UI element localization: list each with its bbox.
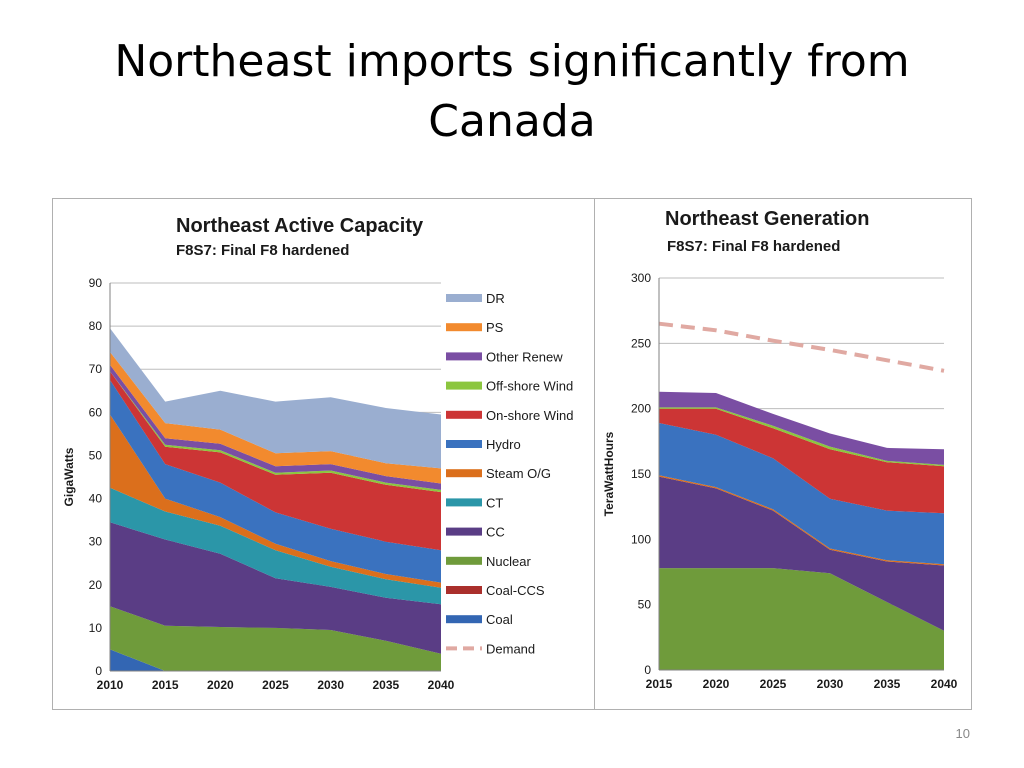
area-hydro: [110, 380, 441, 583]
series-line-demand: [658, 321, 945, 373]
y-tick-label: 90: [89, 276, 103, 290]
area-nuclear: [659, 568, 944, 670]
legend-swatch-hydro: [446, 440, 482, 448]
x-tick-label: 2040: [931, 677, 958, 691]
y-tick-label: 70: [89, 362, 103, 376]
capacity-chart: Northeast Active Capacity F8S7: Final F8 …: [62, 215, 573, 692]
x-tick-label: 2040: [428, 678, 455, 692]
area-off-shore-wind: [659, 407, 944, 467]
x-tick-label: 2030: [817, 677, 844, 691]
y-tick-label: 30: [89, 535, 103, 549]
area-on-shore-wind: [110, 371, 441, 551]
capacity-chart-panel: Northeast Active Capacity F8S7: Final F8 …: [52, 198, 595, 710]
x-tick-label: 2035: [372, 678, 399, 692]
area-cc: [659, 476, 944, 631]
y-tick-label: 250: [631, 336, 651, 350]
legend-swatch-dr: [446, 294, 482, 302]
y-tick-label: 60: [89, 405, 103, 419]
area-other-renew: [659, 391, 944, 465]
generation-chart: Northeast Generation F8S7: Final F8 harde…: [602, 208, 958, 691]
y-tick-label: 50: [638, 598, 652, 612]
generation-chart-panel: Northeast Generation F8S7: Final F8 harde…: [594, 198, 972, 710]
legend-label-coal: Coal: [486, 612, 513, 627]
legend-label-nuclear: Nuclear: [486, 554, 531, 569]
area-hydro: [659, 423, 944, 565]
x-tick-label: 2035: [874, 677, 901, 691]
area-cc: [110, 522, 441, 654]
y-tick-label: 50: [89, 448, 103, 462]
legend-swatch-steam-o-g: [446, 469, 482, 478]
chart-title: Northeast Active Capacity: [176, 215, 424, 237]
y-tick-label: 100: [631, 532, 651, 546]
legend-swatch-on-shore-wind: [446, 410, 482, 419]
area-ct: [110, 487, 441, 605]
x-tick-label: 2020: [207, 678, 234, 692]
x-tick-label: 2030: [317, 678, 344, 692]
legend-swatch-off-shore-wind: [446, 381, 482, 390]
x-tick-label: 2010: [97, 678, 124, 692]
legend-label-dr: DR: [486, 291, 505, 306]
area-nuclear: [110, 606, 441, 671]
legend-label-coal-ccs: Coal-CCS: [486, 583, 545, 598]
legend-swatch-other-renew: [446, 352, 482, 361]
y-axis-label: TeraWattHours: [602, 431, 616, 516]
legend-label-off-shore-wind: Off-shore Wind: [486, 379, 573, 394]
legend: DR PS Other Renew Off-shore Wind On-shore Wi…: [446, 291, 573, 656]
legend-swatch-coal: [446, 615, 482, 624]
y-tick-label: 200: [631, 402, 651, 416]
x-tick-label: 2020: [703, 677, 730, 691]
y-tick-label: 0: [95, 664, 102, 678]
x-tick-label: 2015: [646, 677, 673, 691]
chart-title: Northeast Generation: [665, 208, 869, 230]
y-tick-label: 0: [644, 663, 651, 677]
page-number: 10: [955, 726, 970, 741]
slide-title-line-1: Northeast imports significantly from: [114, 36, 910, 87]
legend-label-hydro: Hydro: [486, 437, 521, 452]
legend-label-other-renew: Other Renew: [486, 349, 563, 364]
y-tick-label: 150: [631, 467, 651, 481]
y-tick-label: 300: [631, 271, 651, 285]
chart-subtitle: F8S7: Final F8 hardened: [176, 242, 349, 259]
area-on-shore-wind: [659, 408, 944, 514]
legend-swatch-ps: [446, 323, 482, 332]
x-tick-label: 2015: [152, 678, 179, 692]
legend-swatch-ct: [446, 498, 482, 507]
area-ps: [110, 352, 441, 484]
area-dr: [110, 328, 441, 469]
legend-swatch-cc: [446, 527, 482, 536]
legend-label-steam-o-g: Steam O/G: [486, 466, 551, 481]
y-axis-label: GigaWatts: [62, 447, 76, 506]
y-tick-label: 10: [89, 621, 103, 635]
slide-title-line-2: Canada: [428, 96, 596, 147]
y-tick-label: 80: [89, 319, 103, 333]
legend-label-ct: CT: [486, 495, 503, 510]
y-tick-label: 20: [89, 578, 103, 592]
area-coal: [110, 649, 441, 671]
y-tick-label: 40: [89, 492, 103, 506]
chart-subtitle: F8S7: Final F8 hardened: [667, 238, 840, 255]
legend-swatch-nuclear: [446, 556, 482, 565]
x-tick-label: 2025: [760, 677, 787, 691]
slide-title: Northeast imports significantly from Can…: [40, 32, 984, 152]
x-tick-label: 2025: [262, 678, 289, 692]
legend-label-cc: CC: [486, 525, 505, 540]
legend-swatch-coal-ccs: [446, 586, 482, 594]
legend-label-ps: PS: [486, 320, 504, 335]
legend-label-demand: Demand: [486, 641, 535, 656]
legend-label-on-shore-wind: On-shore Wind: [486, 408, 573, 423]
